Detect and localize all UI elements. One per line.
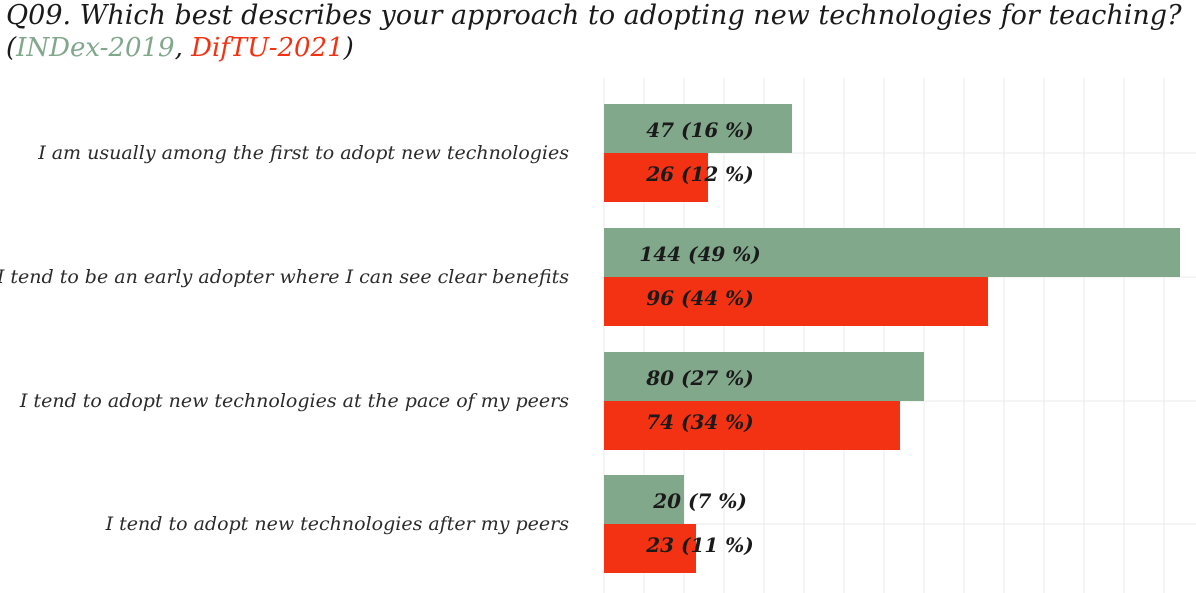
subtitle-separator: , <box>174 33 192 63</box>
value-label: 47 (16 %) <box>646 118 754 142</box>
subtitle-open-paren: ( <box>6 33 17 63</box>
bar-2019 <box>604 352 924 401</box>
bar-2019 <box>604 228 1180 277</box>
legend-series-2021: DifTU-2021 <box>191 33 344 63</box>
value-label: 20 (7 %) <box>652 489 747 513</box>
category-label: I tend to adopt new technologies at the … <box>19 390 569 412</box>
value-label: 80 (27 %) <box>645 366 754 390</box>
category-label: I tend to adopt new technologies after m… <box>105 513 570 535</box>
bar-2019 <box>604 475 684 524</box>
chart-title: Q09. Which best describes your approach … <box>6 0 1182 31</box>
legend-series-2019: INDex-2019 <box>16 33 175 63</box>
bar-2021 <box>604 401 900 450</box>
value-label: 96 (44 %) <box>646 286 754 310</box>
category-label: I tend to be an early adopter where I ca… <box>0 266 569 288</box>
bars <box>604 104 1180 573</box>
subtitle-close-paren: ) <box>343 33 354 63</box>
bar-2021 <box>604 153 708 202</box>
value-label: 23 (11 %) <box>645 533 754 557</box>
category-label: I am usually among the first to adopt ne… <box>37 142 569 164</box>
labels: I am usually among the first to adopt ne… <box>0 118 761 557</box>
bar-2019 <box>604 104 792 153</box>
bar-2021 <box>604 277 988 326</box>
value-label: 144 (49 %) <box>639 242 760 266</box>
bar-2021 <box>604 524 696 573</box>
value-label: 74 (34 %) <box>646 410 754 434</box>
value-label: 26 (12 %) <box>645 162 754 186</box>
chart-subtitle: (INDex-2019, DifTU-2021) <box>6 33 354 63</box>
